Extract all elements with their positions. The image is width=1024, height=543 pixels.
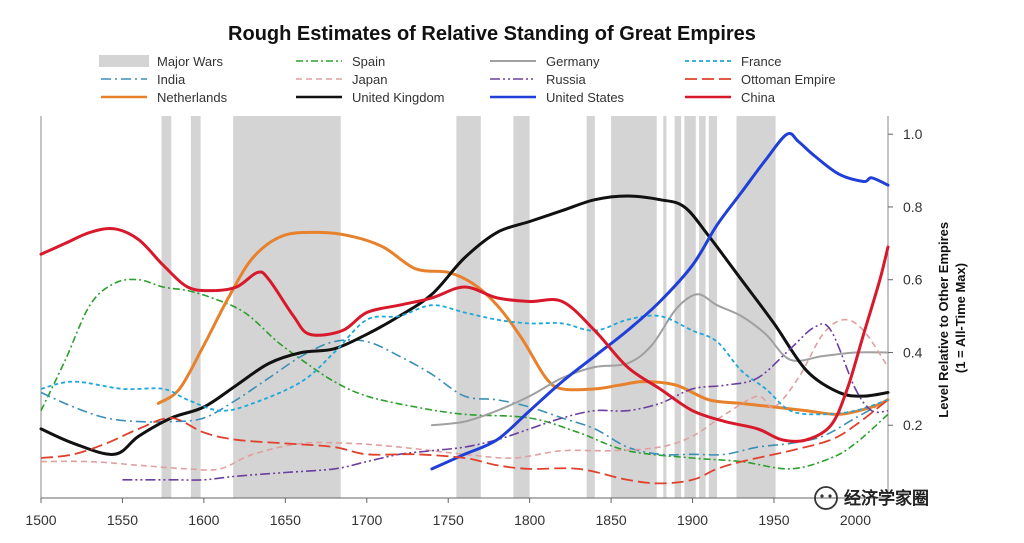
x-tick-label: 2000 [840,512,871,528]
watermark-text: 经济学家圈 [844,488,929,509]
y-tick-label: 0.6 [903,272,923,288]
legend-label-netherlands: Netherlands [157,90,228,105]
x-tick-label: 1600 [188,512,219,528]
legend-swatch-major-wars [99,55,149,67]
y-axis-label-line1: Level Relative to Other Empires [936,222,951,418]
chart-title: Rough Estimates of Relative Standing of … [228,23,756,45]
y-axis-label-line2: (1 = All-Time Max) [953,263,968,373]
y-tick-label: 0.2 [903,417,923,433]
war-band-4 [513,116,530,498]
war-band-6 [611,116,657,498]
series-line-china [39,227,890,443]
legend-label-china: China [741,90,776,105]
x-tick-label: 1950 [758,512,789,528]
x-tick-label: 1800 [514,512,545,528]
series-line-united-states [430,132,890,471]
war-band-7 [663,116,667,498]
series-line-germany [430,293,889,427]
series-line-russia [122,323,889,481]
x-tick-label: 1750 [433,512,464,528]
war-band-10 [699,116,706,498]
y-axis-label: Level Relative to Other Empires (1 = All… [936,218,968,417]
legend-label-india: India [157,72,186,87]
war-band-5 [586,116,595,498]
x-tick-label: 1700 [351,512,382,528]
x-tick-label: 1850 [596,512,627,528]
war-band-9 [684,116,696,498]
axes [40,116,889,499]
y-axis-ticks: 0.2 0.4 0.6 0.8 1.0 [888,126,923,433]
major-wars-bands [161,116,776,498]
series-lines [39,132,890,485]
y-tick-label: 1.0 [903,126,923,142]
war-band-1 [190,116,201,498]
legend-label-united-kingdom: United Kingdom [352,90,445,105]
wechat-icon-dot [820,494,824,498]
war-band-3 [456,116,481,498]
series-line-united-kingdom [39,194,890,456]
legend-label-united-states: United States [546,90,625,105]
y-tick-label: 0.8 [903,199,923,215]
legend-label-france: France [741,54,781,69]
series-line-netherlands [156,230,890,416]
war-band-11 [708,116,717,498]
legend-label-germany: Germany [546,54,600,69]
legend-label-ottoman-empire: Ottoman Empire [741,72,836,87]
legend-label-major-wars: Major Wars [157,54,223,69]
wechat-icon-dot [828,494,832,498]
y-tick-label: 0.4 [903,344,923,360]
series-line-france [40,304,889,416]
series-line-ottoman-empire [40,399,889,485]
war-band-0 [161,116,172,498]
legend: Major Wars Spain Germany France India Japan Ru… [99,54,836,105]
watermark: 经济学家圈 [814,486,929,510]
x-tick-label: 1900 [677,512,708,528]
legend-label-russia: Russia [546,72,587,87]
x-tick-label: 1550 [107,512,138,528]
legend-label-japan: Japan [352,72,387,87]
x-tick-label: 1650 [270,512,301,528]
series-line-japan [40,318,889,471]
x-tick-label: 1500 [25,512,56,528]
x-axis-ticks: 1500 1550 1600 1650 1700 1750 1800 1850 1900 1950… [25,498,871,528]
legend-label-spain: Spain [352,54,385,69]
wechat-icon [814,486,838,510]
